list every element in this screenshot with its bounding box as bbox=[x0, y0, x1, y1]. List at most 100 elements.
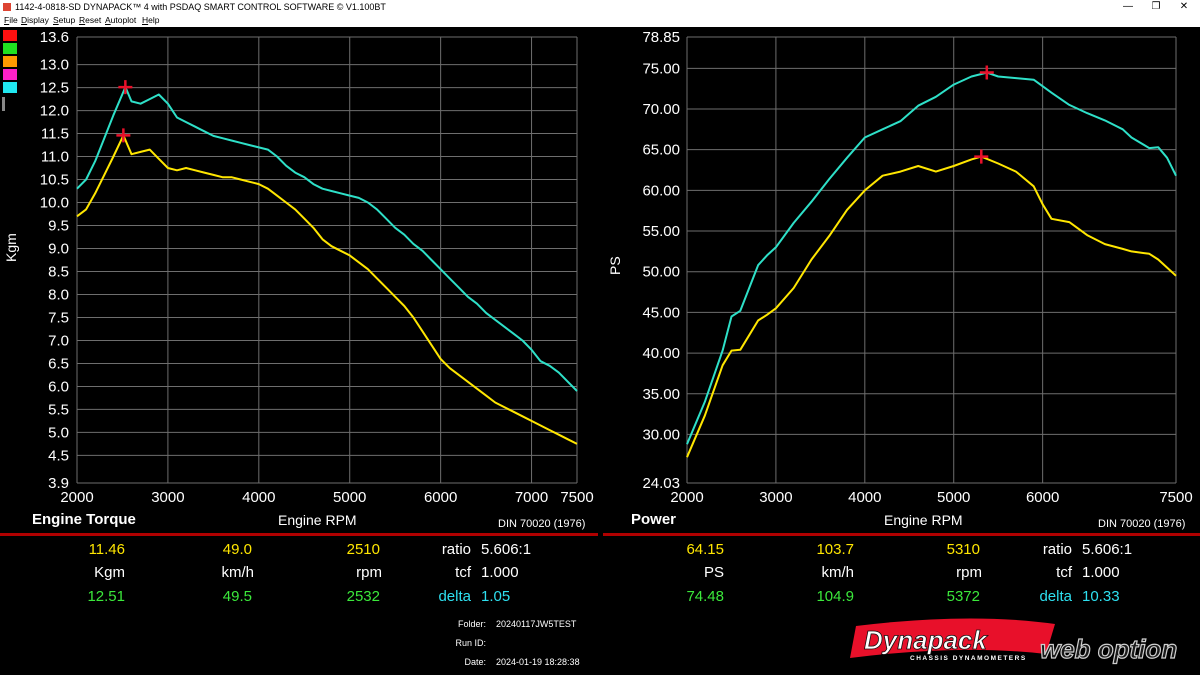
power-y-tick-label: 50.00 bbox=[642, 264, 680, 281]
menu-bar: File Display Setup Reset Autoplot Help bbox=[0, 14, 1200, 27]
menu-display[interactable]: Display bbox=[21, 15, 49, 25]
power-y-tick-label: 45.00 bbox=[642, 304, 680, 321]
torque-y-tick-label: 4.5 bbox=[48, 447, 69, 464]
tcf-value: 1.000 bbox=[1082, 564, 1120, 581]
run-swatch-cyan[interactable] bbox=[3, 82, 17, 93]
power-y-tick-label: 24.03 bbox=[642, 475, 680, 492]
power-peak-marker-1 bbox=[979, 65, 994, 80]
power-y-tick-label: 30.00 bbox=[642, 426, 680, 443]
svg-text:web option: web option bbox=[1040, 634, 1177, 664]
runid-label: Run ID: bbox=[455, 638, 486, 648]
date-label: Date: bbox=[464, 657, 486, 667]
torque-y-tick-label: 10.0 bbox=[40, 195, 69, 212]
torque-unit: Kgm bbox=[94, 564, 125, 581]
torque-chart-title: Engine Torque bbox=[32, 511, 136, 528]
tcf-label: tcf bbox=[455, 564, 471, 581]
menu-help[interactable]: Help bbox=[142, 15, 160, 25]
run-swatch-red[interactable] bbox=[3, 30, 17, 41]
torque-y-tick-label: 9.0 bbox=[48, 241, 69, 258]
torque-peak-run1: 11.46 bbox=[88, 541, 125, 558]
close-button[interactable]: ✕ bbox=[1179, 1, 1189, 12]
ratio-value: 5.606:1 bbox=[1082, 541, 1133, 558]
power-y-tick-label: 75.00 bbox=[642, 60, 680, 77]
power-y-tick-label: 65.00 bbox=[642, 142, 680, 159]
power-x-tick-label: 2000 bbox=[670, 489, 703, 506]
title-bar: 1142-4-0818-SD DYNAPACK™ 4 with PSDAQ SM… bbox=[0, 0, 1200, 14]
ratio-label: ratio bbox=[441, 541, 471, 558]
torque-series-line-1 bbox=[76, 86, 578, 392]
torque-y-tick-label: 13.6 bbox=[40, 29, 69, 46]
folder-value: 20240117JW5TEST bbox=[496, 619, 577, 629]
torque-y-tick-label: 11.5 bbox=[41, 126, 69, 143]
maximize-button[interactable]: ❐ bbox=[1151, 1, 1161, 12]
rpm-unit: rpm bbox=[356, 564, 382, 581]
ratio-label: ratio bbox=[1042, 541, 1072, 558]
delta-value: 10.33 bbox=[1082, 588, 1120, 605]
torque-y-tick-label: 6.5 bbox=[48, 355, 69, 372]
run-swatch-orange[interactable] bbox=[3, 56, 17, 67]
delta-label: delta bbox=[438, 588, 471, 605]
rpm-unit: rpm bbox=[956, 564, 982, 581]
menu-reset[interactable]: Reset bbox=[79, 15, 102, 25]
power-peak-run2: 74.48 bbox=[686, 588, 724, 605]
scroll-indicator[interactable] bbox=[2, 97, 5, 111]
power-y-tick-label: 40.00 bbox=[642, 345, 680, 362]
minimize-button[interactable]: — bbox=[1123, 1, 1133, 12]
torque-y-tick-label: 8.0 bbox=[48, 286, 69, 303]
svg-text:Dynapack: Dynapack bbox=[864, 625, 988, 655]
torque-peak-marker-1 bbox=[118, 80, 133, 95]
torque-y-tick-label: 8.5 bbox=[48, 263, 69, 280]
menu-file[interactable]: File bbox=[4, 15, 18, 25]
power-x-tick-label: 7500 bbox=[1159, 489, 1192, 506]
torque-x-tick-label: 7500 bbox=[560, 489, 593, 506]
speed-run1: 103.7 bbox=[816, 541, 854, 558]
power-y-tick-label: 35.00 bbox=[642, 386, 680, 403]
torque-series-line-2 bbox=[76, 134, 578, 445]
torque-peak-run2: 12.51 bbox=[87, 588, 125, 605]
rpm-run1: 5310 bbox=[946, 541, 980, 558]
torque-x-tick-label: 7000 bbox=[515, 489, 548, 506]
torque-x-tick-label: 3000 bbox=[151, 489, 184, 506]
speed-run1: 49.0 bbox=[222, 541, 252, 558]
svg-text:CHASSIS DYNAMOMETERS: CHASSIS DYNAMOMETERS bbox=[910, 655, 1027, 662]
speed-unit: km/h bbox=[821, 564, 854, 581]
ratio-value: 5.606:1 bbox=[481, 541, 532, 558]
torque-peak-marker-2 bbox=[116, 128, 131, 143]
power-y-axis-label: PS bbox=[607, 256, 623, 275]
power-y-tick-label: 78.85 bbox=[642, 29, 680, 46]
dynapack-logo: Dynapack CHASSIS DYNAMOMETERS web option bbox=[850, 618, 1178, 665]
torque-y-tick-label: 10.5 bbox=[40, 172, 69, 189]
speed-run2: 49.5 bbox=[222, 588, 252, 605]
power-din-note: DIN 70020 (1976) bbox=[1098, 518, 1186, 530]
power-series-line-1 bbox=[686, 71, 1177, 445]
torque-y-tick-label: 3.9 bbox=[48, 475, 69, 492]
power-x-tick-label: 5000 bbox=[937, 489, 970, 506]
torque-y-tick-label: 6.0 bbox=[48, 378, 69, 395]
torque-din-note: DIN 70020 (1976) bbox=[498, 518, 586, 530]
speed-unit: km/h bbox=[221, 564, 254, 581]
run-swatch-green[interactable] bbox=[3, 43, 17, 54]
date-value: 2024-01-19 18:28:38 bbox=[496, 657, 580, 667]
menu-setup[interactable]: Setup bbox=[53, 15, 76, 25]
menu-autoplot[interactable]: Autoplot bbox=[105, 15, 137, 25]
speed-run2: 104.9 bbox=[816, 588, 854, 605]
delta-value: 1.05 bbox=[481, 588, 511, 605]
folder-label: Folder: bbox=[457, 619, 486, 629]
rpm-run2: 5372 bbox=[946, 588, 980, 605]
torque-y-tick-label: 5.0 bbox=[48, 424, 69, 441]
torque-x-tick-label: 2000 bbox=[60, 489, 93, 506]
delta-label: delta bbox=[1039, 588, 1072, 605]
power-y-tick-label: 70.00 bbox=[642, 101, 680, 118]
torque-y-tick-label: 9.5 bbox=[48, 218, 69, 235]
torque-x-tick-label: 4000 bbox=[242, 489, 275, 506]
torque-x-tick-label: 6000 bbox=[424, 489, 457, 506]
torque-y-axis-label: Kgm bbox=[3, 233, 19, 262]
power-peak-run1: 64.15 bbox=[686, 541, 724, 558]
power-x-tick-label: 4000 bbox=[848, 489, 881, 506]
torque-y-tick-label: 13.0 bbox=[40, 57, 69, 74]
run-swatch-magenta[interactable] bbox=[3, 69, 17, 80]
torque-y-tick-label: 12.5 bbox=[40, 80, 69, 97]
app-icon bbox=[3, 3, 11, 11]
readout-divider-right bbox=[603, 533, 1200, 536]
